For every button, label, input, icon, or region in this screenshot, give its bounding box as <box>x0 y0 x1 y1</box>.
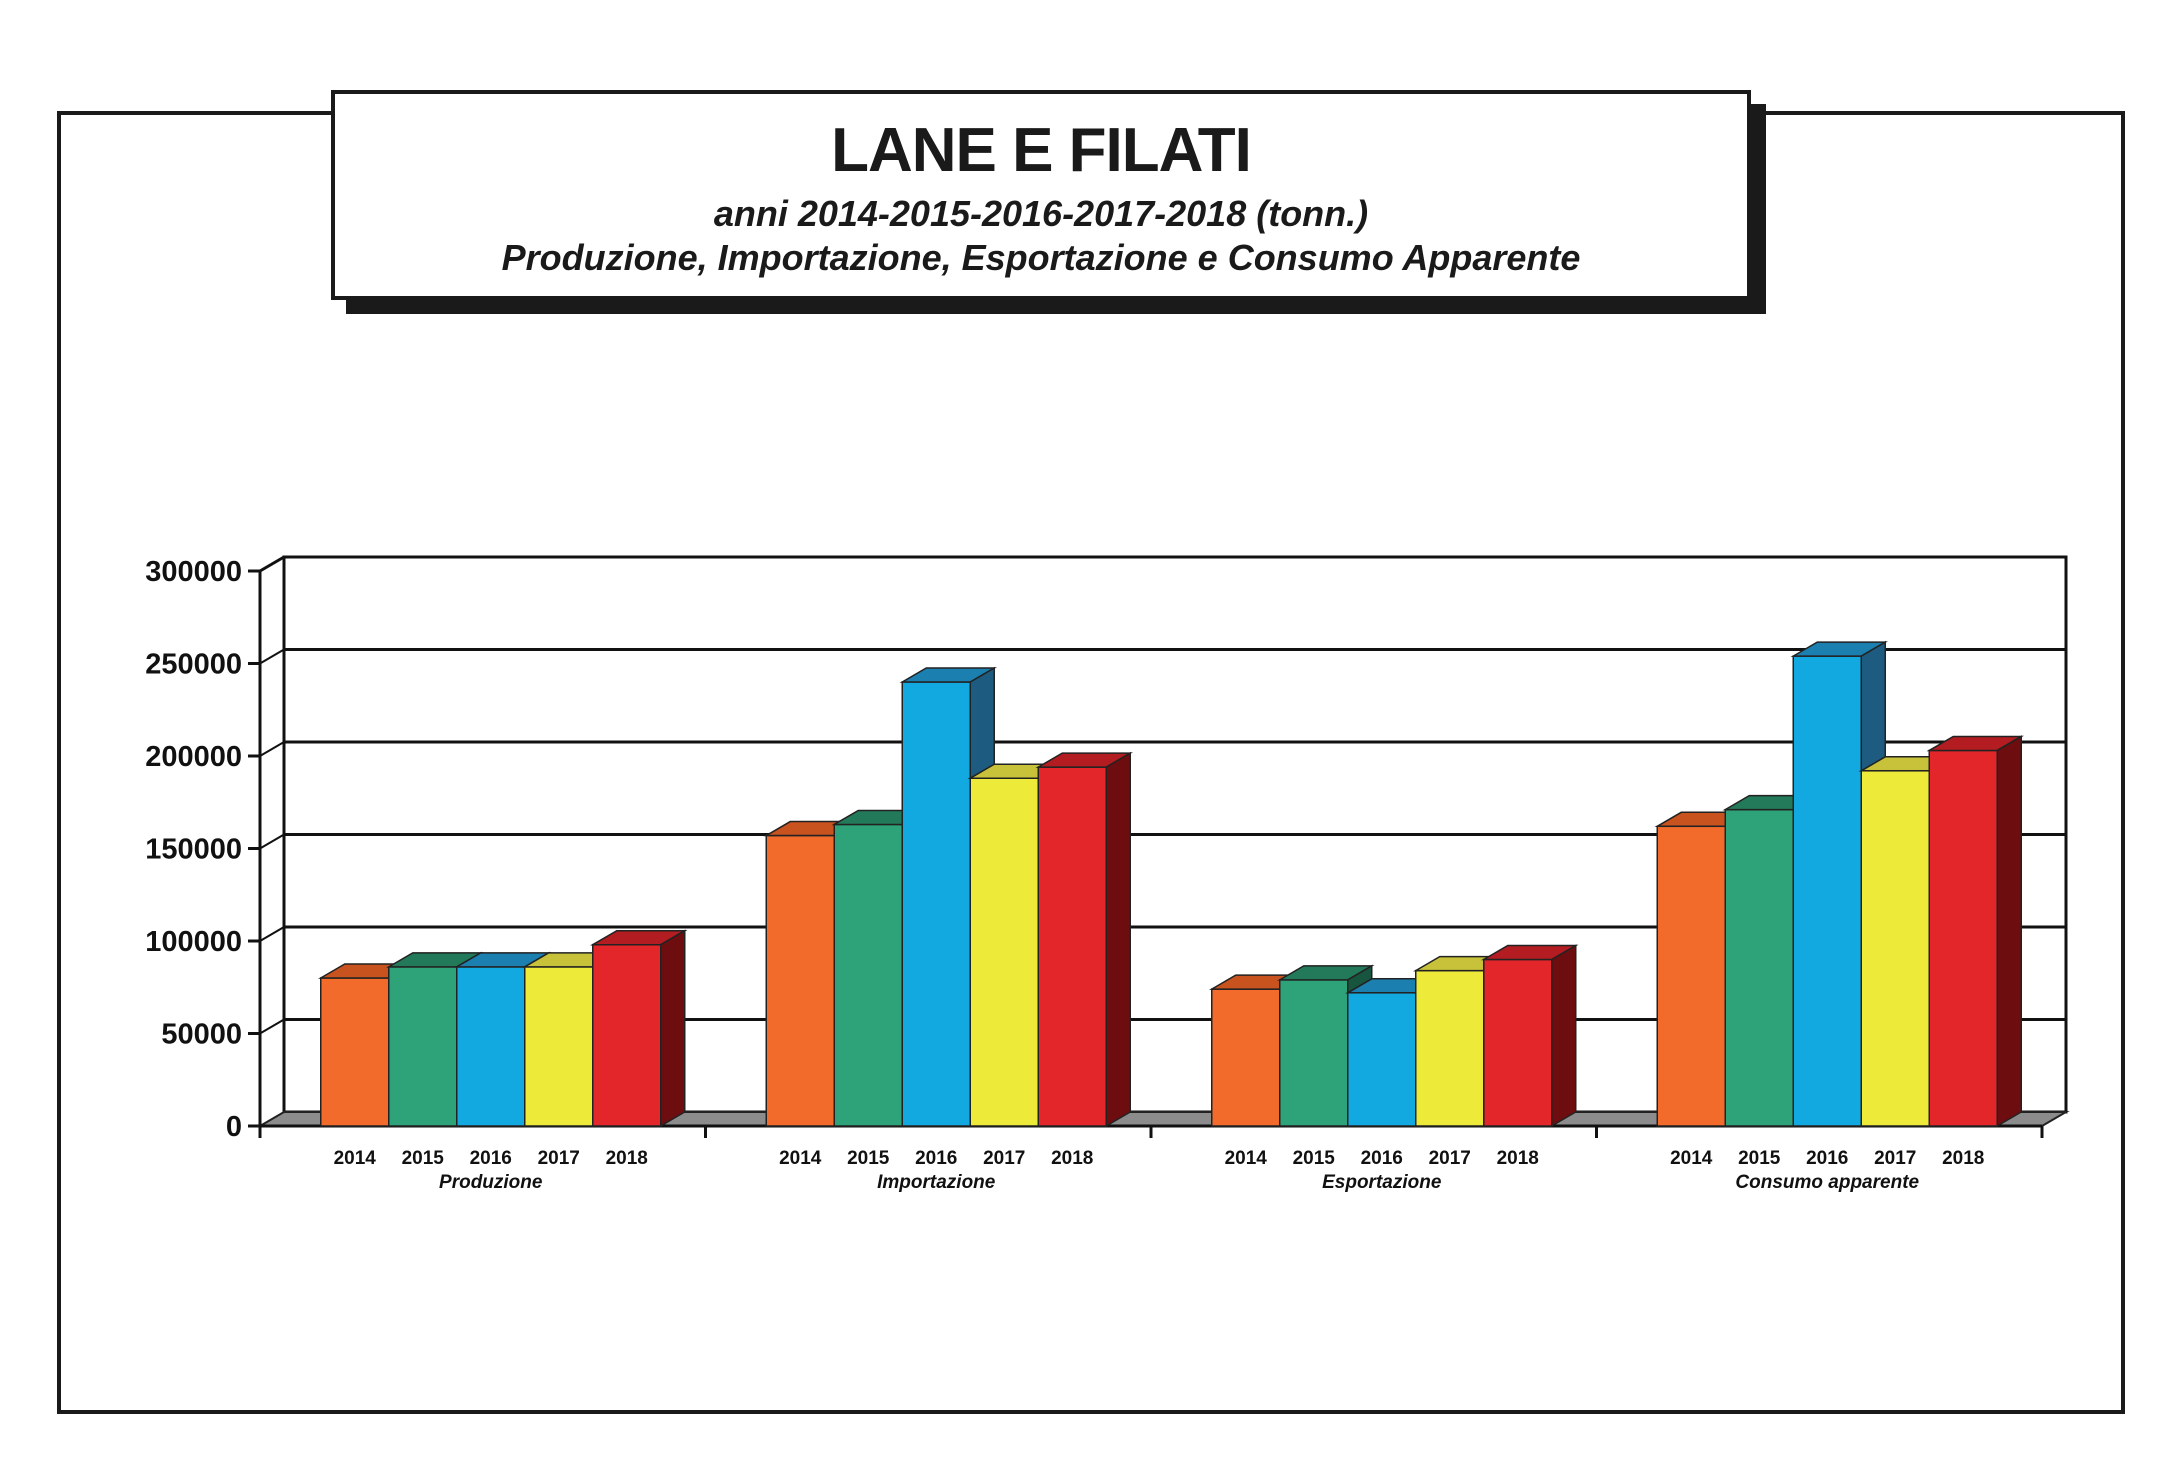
title-box: LANE E FILATI anni 2014-2015-2016-2017-2… <box>331 90 1751 300</box>
x-category-label: 2016 <box>915 1148 957 1169</box>
y-tick-label: 200000 <box>145 741 242 773</box>
x-category-label: 2014 <box>334 1148 377 1169</box>
x-category-label: 2017 <box>983 1148 1025 1169</box>
gridline-side <box>259 926 285 942</box>
gridline-side <box>259 1018 285 1035</box>
bar-2017 <box>1415 969 1485 1127</box>
x-group-label: Esportazione <box>1322 1172 1442 1193</box>
x-category-label: 2017 <box>1429 1148 1471 1169</box>
y-tick-label: 0 <box>226 1111 242 1143</box>
bar-side-2018 <box>1996 735 2022 1128</box>
x-category-label: 2015 <box>402 1148 445 1169</box>
bar-2014 <box>1211 988 1281 1127</box>
x-category-label: 2018 <box>1051 1148 1093 1169</box>
x-category-label: 2016 <box>1806 1148 1848 1169</box>
bar-side-2018 <box>1551 944 1577 1128</box>
gridline-side <box>259 648 285 665</box>
bar-2015 <box>1279 979 1349 1127</box>
x-category-label: 2015 <box>847 1148 890 1169</box>
chart-subtitle-secondary: Produzione, Importazione, Esportazione e… <box>501 237 1581 278</box>
x-category-label: 2014 <box>1225 1148 1268 1169</box>
gridline-side <box>259 833 285 850</box>
gridline-side <box>259 556 285 572</box>
bar-2016 <box>456 966 526 1127</box>
x-category-label: 2018 <box>1497 1148 1539 1169</box>
bar-2016 <box>1792 655 1862 1127</box>
y-tick-label: 250000 <box>145 649 242 681</box>
x-group-label: Produzione <box>439 1172 543 1193</box>
x-category-label: 2014 <box>779 1148 822 1169</box>
x-category-label: 2015 <box>1738 1148 1781 1169</box>
bar-2018 <box>1483 958 1553 1127</box>
x-category-label: 2018 <box>1942 1148 1984 1169</box>
bar-side-2018 <box>660 929 686 1128</box>
bar-2014 <box>320 977 390 1127</box>
x-group-label: Consumo apparente <box>1735 1172 1919 1193</box>
bar-2018 <box>592 943 662 1127</box>
bar-2015 <box>388 966 458 1127</box>
x-category-label: 2014 <box>1670 1148 1713 1169</box>
bar-2018 <box>1928 749 1998 1127</box>
bar-2017 <box>1860 770 1930 1127</box>
x-category-label: 2017 <box>538 1148 580 1169</box>
bar-2018 <box>1037 766 1107 1127</box>
bar-2015 <box>833 823 903 1127</box>
bar-2017 <box>524 966 594 1127</box>
y-tick-label: 100000 <box>145 926 242 958</box>
x-category-label: 2016 <box>1361 1148 1403 1169</box>
bar-side-2018 <box>1105 751 1131 1128</box>
y-tick-label: 150000 <box>145 834 242 866</box>
gridline-side <box>259 741 285 757</box>
y-tick-label: 300000 <box>145 556 242 588</box>
bar-2015 <box>1724 808 1794 1127</box>
chart-title: LANE E FILATI <box>831 116 1252 185</box>
y-tick-label: 50000 <box>161 1019 242 1051</box>
bar-2016 <box>1347 992 1417 1127</box>
x-category-label: 2017 <box>1874 1148 1916 1169</box>
chart-subtitle: anni 2014-2015-2016-2017-2018 (tonn.) <box>713 193 1369 234</box>
bar-2014 <box>765 834 835 1127</box>
x-category-label: 2016 <box>470 1148 512 1169</box>
x-category-label: 2018 <box>606 1148 648 1169</box>
bar-2014 <box>1656 825 1726 1127</box>
bar-2016 <box>901 681 971 1127</box>
x-group-label: Importazione <box>877 1172 996 1193</box>
bar-2017 <box>969 777 1039 1127</box>
x-category-label: 2015 <box>1293 1148 1336 1169</box>
